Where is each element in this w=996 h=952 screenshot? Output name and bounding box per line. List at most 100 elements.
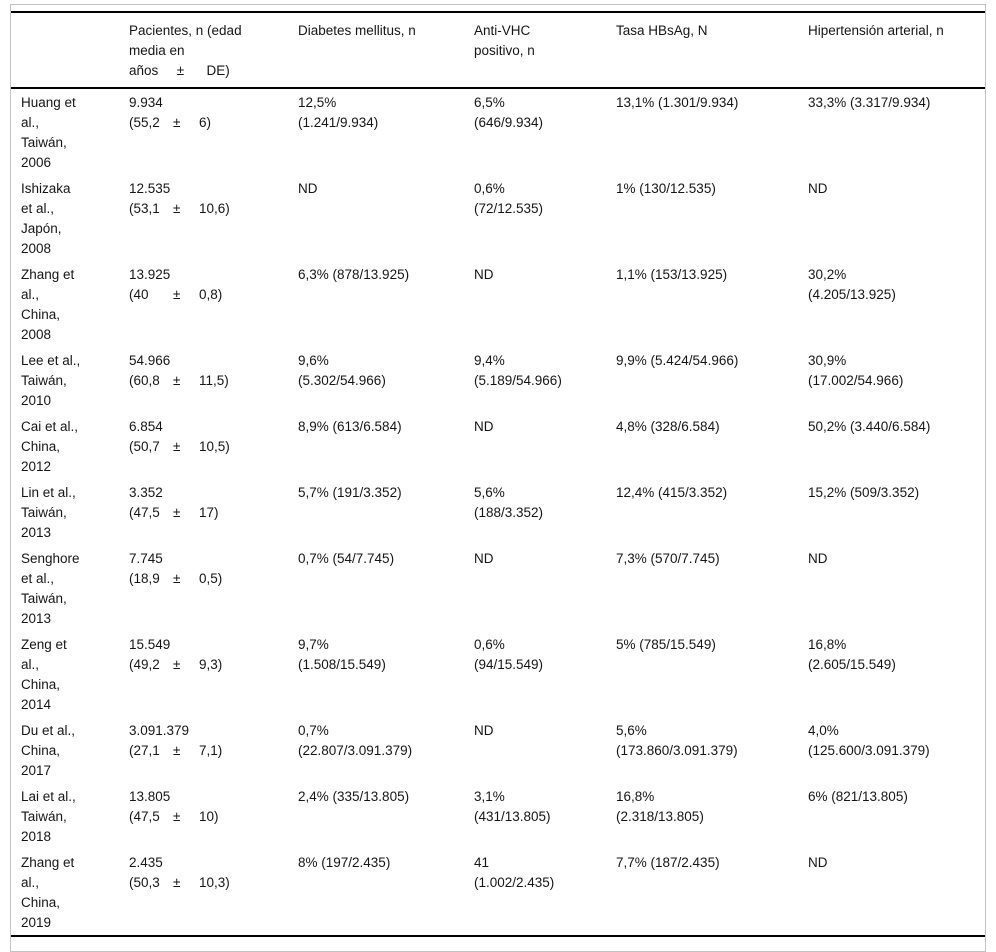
value-line: 7,7% (187/2.435) — [616, 855, 720, 870]
patients-age-row: (53,1 ±10,6) — [129, 199, 290, 219]
cell-hbsag: 1% (130/12.535) — [616, 175, 808, 261]
cell-patients: 13.805 (47,5 ±10) — [129, 783, 298, 849]
patients-count: 13.925 — [129, 267, 171, 282]
study-line: 2018 — [21, 829, 52, 844]
plus-minus-sign: ± — [173, 287, 181, 302]
cell-patients: 3.091.379 (27,1 ±7,1) — [129, 717, 298, 783]
patients-age-mean: (50,7 — [129, 439, 160, 454]
value-line: 0,7% — [298, 723, 329, 738]
study-line: et al., — [21, 571, 55, 586]
value-line: 12,5% — [298, 95, 337, 110]
study-line: Lin et al., — [21, 485, 76, 500]
study-line: 2008 — [21, 327, 52, 342]
cell-patients: 3.352 (47,5 ±17) — [129, 479, 298, 545]
plus-minus-sign: ± — [173, 505, 181, 520]
cell-diabetes: 9,6% (5.302/54.966) — [298, 347, 474, 413]
value-line: 4,8% (328/6.584) — [616, 419, 720, 434]
header-anti-vhc-label: Anti-VHC positivo, n — [474, 23, 535, 58]
table-row: Du et al., China, 2017 3.091.379 (27,1 ±7,1) 0… — [11, 717, 985, 783]
patients-age-row: (27,1 ±7,1) — [129, 741, 290, 761]
study-line: 2008 — [21, 241, 52, 256]
cell-anti-vhc: 0,6% (94/15.549) — [474, 631, 616, 717]
study-line: Japón, — [21, 221, 62, 236]
study-line: al., — [21, 657, 40, 672]
plus-minus-sign: ± — [176, 63, 185, 78]
cell-patients: 54.966 (60,8 ±11,5) — [129, 347, 298, 413]
patients-count: 12.535 — [129, 181, 171, 196]
value-line: 16,8% — [616, 789, 655, 804]
patients-age-mean: (47,5 — [129, 505, 160, 520]
patients-count: 3.091.379 — [129, 723, 190, 738]
cell-anti-vhc: 9,4% (5.189/54.966) — [474, 347, 616, 413]
cell-diabetes: 8,9% (613/6.584) — [298, 413, 474, 479]
plus-minus-sign: ± — [173, 809, 181, 824]
study-line: Zeng et — [21, 637, 67, 652]
value-line: 0,7% (54/7.745) — [298, 551, 395, 566]
col-header-diabetes: Diabetes mellitus, n — [298, 12, 474, 89]
study-line: 2012 — [21, 459, 52, 474]
plus-minus-sign: ± — [173, 373, 181, 388]
header-patients-line2: media en — [129, 43, 185, 58]
value-line: ND — [808, 551, 828, 566]
table-row: Cai et al., China, 2012 6.854 (50,7 ±10,5) 8,9… — [11, 413, 985, 479]
patients-age-row: (49,2 ±9,3) — [129, 655, 290, 675]
patients-count: 15.549 — [129, 637, 171, 652]
value-line: 5,6% — [474, 485, 505, 500]
cell-hipertension: ND — [808, 175, 985, 261]
cell-hipertension: 6% (821/13.805) — [808, 783, 985, 849]
table-row: Lee et al., Taiwán, 2010 54.966 (60,8 ±11,5) 9… — [11, 347, 985, 413]
patients-age-mean: (18,9 — [129, 571, 160, 586]
value-line: 16,8% — [808, 637, 847, 652]
cell-diabetes: 6,3% (878/13.925) — [298, 261, 474, 347]
table-row: Zhang et al., China, 2019 2.435 (50,3 ±10,3) 8%… — [11, 849, 985, 936]
cell-hipertension: 15,2% (509/3.352) — [808, 479, 985, 545]
value-line: 7,3% (570/7.745) — [616, 551, 720, 566]
value-line: 41 — [474, 855, 490, 870]
study-line: 2010 — [21, 393, 52, 408]
plus-minus-sign: ± — [173, 657, 181, 672]
cell-anti-vhc: 3,1% (431/13.805) — [474, 783, 616, 849]
value-line: ND — [298, 181, 318, 196]
patients-age-row: (18,9 ±0,5) — [129, 569, 290, 589]
value-line: (2.605/15.549) — [808, 657, 896, 672]
value-line: ND — [808, 855, 828, 870]
value-line: (125.600/3.091.379) — [808, 743, 930, 758]
table-row: Zeng et al., China, 2014 15.549 (49,2 ±9,3) 9,7… — [11, 631, 985, 717]
cell-hipertension: 33,3% (3.317/9.934) — [808, 88, 985, 175]
patients-age-sd: 6) — [199, 115, 212, 130]
value-line: 9,7% — [298, 637, 329, 652]
study-line: 2013 — [21, 611, 52, 626]
patients-age-row: (55,2 ±6) — [129, 113, 290, 133]
value-line: ND — [474, 419, 494, 434]
cell-anti-vhc: ND — [474, 717, 616, 783]
value-line: (188/3.352) — [474, 505, 544, 520]
table-body: Huang et al., Taiwán, 2006 9.934 (55,2 ±6) 12,5… — [11, 88, 985, 936]
cell-anti-vhc: 5,6% (188/3.352) — [474, 479, 616, 545]
cell-patients: 9.934 (55,2 ±6) — [129, 88, 298, 175]
value-line: 13,1% (1.301/9.934) — [616, 95, 739, 110]
patients-age-row: (50,3 ±10,3) — [129, 873, 290, 893]
patients-count: 13.805 — [129, 789, 171, 804]
study-line: 2013 — [21, 525, 52, 540]
patients-age-mean: (55,2 — [129, 115, 160, 130]
col-header-anti-vhc: Anti-VHC positivo, n — [474, 12, 616, 89]
study-line: Lai et al., — [21, 789, 76, 804]
cell-anti-vhc: 0,6% (72/12.535) — [474, 175, 616, 261]
patients-count: 9.934 — [129, 95, 163, 110]
patients-count: 6.854 — [129, 419, 163, 434]
study-line: Huang et — [21, 95, 76, 110]
cell-anti-vhc: ND — [474, 413, 616, 479]
study-line: Zhang et — [21, 855, 75, 870]
cell-study: Du et al., China, 2017 — [11, 717, 129, 783]
patients-age-sd: 0,5) — [199, 571, 223, 586]
patients-age-sd: 17) — [199, 505, 219, 520]
cell-diabetes: 9,7% (1.508/15.549) — [298, 631, 474, 717]
cell-hipertension: 4,0% (125.600/3.091.379) — [808, 717, 985, 783]
value-line: 6,5% — [474, 95, 505, 110]
cell-hipertension: 16,8% (2.605/15.549) — [808, 631, 985, 717]
patients-age-sd: 10,6) — [199, 201, 230, 216]
table-row: Ishizaka et al., Japón, 2008 12.535 (53,1 ±10,… — [11, 175, 985, 261]
header-patients-sub: años ± DE) — [129, 61, 290, 81]
cell-study: Huang et al., Taiwán, 2006 — [11, 88, 129, 175]
cell-hbsag: 7,7% (187/2.435) — [616, 849, 808, 936]
